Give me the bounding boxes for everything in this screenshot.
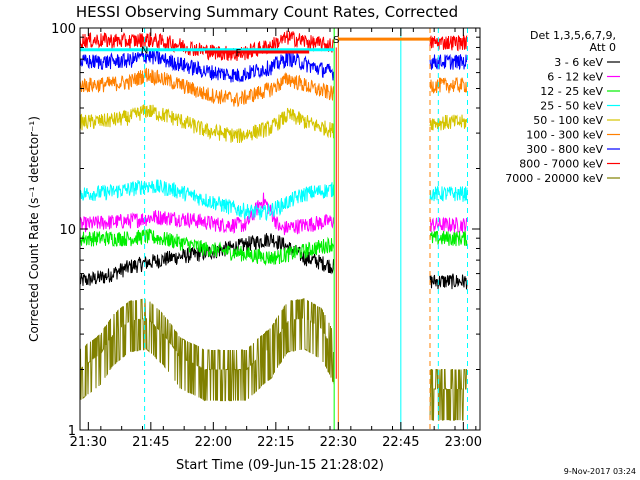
- annotation-S: S: [333, 35, 339, 46]
- series-5: [79, 67, 468, 108]
- legend-label-8: 7000 - 20000 keV: [505, 172, 603, 185]
- legend-label-6: 300 - 800 keV: [526, 143, 603, 156]
- legend-label-3: 25 - 50 keV: [540, 100, 603, 113]
- legend-label-1: 6 - 12 keV: [547, 71, 603, 84]
- axes: 21:30 21:45 22:00 22:15 22:30 22:45 23:00 1 10 10…: [51, 22, 482, 450]
- series-1: [79, 192, 468, 236]
- series-8-trace-0: [79, 298, 335, 402]
- legend-header-attenuator: Att 0: [590, 41, 616, 54]
- series-3-trace-0: [79, 179, 335, 222]
- y-tick-label-1: 10: [59, 223, 76, 238]
- series-4: [79, 104, 468, 144]
- legend-header-detectors: Det 1,3,5,6,7,9,: [530, 29, 616, 42]
- x-tick-label-0: 21:30: [70, 435, 107, 450]
- series-3-trace-1: [429, 186, 468, 202]
- series-8: [79, 298, 467, 421]
- series-6: [79, 49, 468, 83]
- annotation-N: N: [141, 46, 148, 57]
- series-1-trace-1: [429, 216, 468, 233]
- annotation-F: F: [235, 48, 241, 59]
- y-tick-label-0: 1: [68, 424, 76, 439]
- x-tick-label-1: 21:45: [132, 435, 169, 450]
- series-2-trace-0: [79, 228, 335, 266]
- series-6-trace-0: [79, 49, 335, 83]
- x-tick-label-4: 22:30: [320, 435, 357, 450]
- series-2-trace-1: [429, 230, 468, 247]
- series-7-trace-0: [79, 30, 335, 61]
- series-7: [79, 30, 468, 61]
- series-7-trace-1: [429, 33, 468, 52]
- series-1-trace-0: [79, 192, 335, 236]
- legend-label-7: 800 - 7000 keV: [519, 158, 603, 171]
- legend-label-0: 3 - 6 keV: [554, 56, 603, 69]
- x-tick-label-6: 23:00: [445, 435, 482, 450]
- footer-date: 9-Nov-2017 03:24: [564, 467, 636, 476]
- legend-label-2: 12 - 25 keV: [540, 85, 603, 98]
- series-4-trace-0: [79, 104, 335, 144]
- series-8-trace-1: [429, 369, 467, 421]
- series-3: [79, 179, 468, 222]
- legend-label-5: 100 - 300 keV: [526, 129, 603, 142]
- y-axis-label: Corrected Count Rate (s⁻¹ detector⁻¹): [27, 116, 41, 342]
- series-4-trace-1: [429, 114, 468, 131]
- series-5-trace-1: [429, 76, 468, 94]
- legend-label-4: 50 - 100 keV: [533, 114, 603, 127]
- x-tick-label-2: 22:00: [195, 435, 232, 450]
- series-2: [79, 228, 468, 266]
- legend: Det 1,3,5,6,7,9, Att 0 3 - 6 keV 6 - 12 k…: [505, 29, 620, 185]
- series-6-trace-1: [429, 53, 468, 70]
- series-5-trace-0: [79, 67, 335, 108]
- x-tick-label-3: 22:15: [257, 435, 294, 450]
- series-0-trace-1: [429, 273, 468, 290]
- y-tick-label-2: 100: [51, 22, 76, 37]
- x-tick-label-5: 22:45: [382, 435, 419, 450]
- x-axis-label: Start Time (09-Jun-15 21:28:02): [176, 458, 384, 473]
- chart-title: HESSI Observing Summary Count Rates, Cor…: [76, 3, 458, 21]
